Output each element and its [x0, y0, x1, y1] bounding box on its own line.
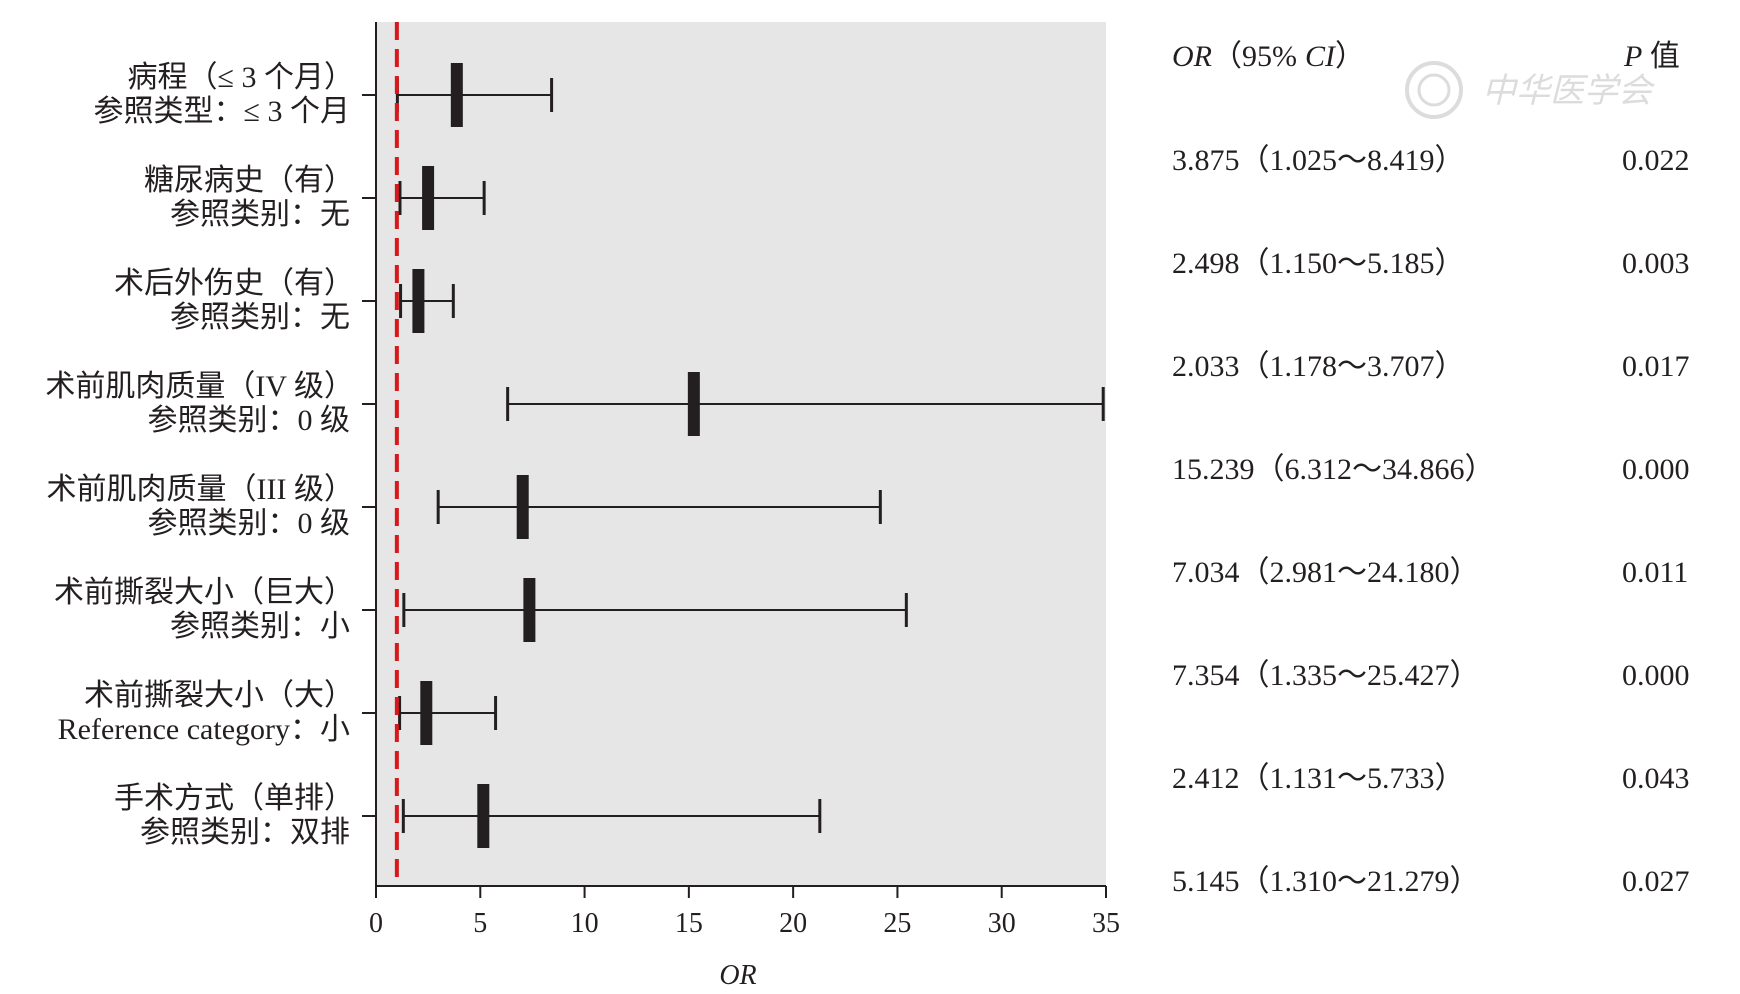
row-sublabel: 参照类别：0 级 [148, 404, 351, 437]
x-tick-label: 25 [883, 908, 911, 939]
x-tick-label: 20 [779, 908, 807, 939]
x-axis-label: OR [719, 960, 756, 991]
or-ci-value: 2.033（1.178～3.707） [1172, 350, 1465, 383]
or-point-estimate [412, 269, 425, 333]
or-ci-header: OR（95% CI） [1172, 40, 1365, 73]
x-tick-label: 0 [369, 908, 383, 939]
row-sublabel: 参照类别：无 [170, 301, 350, 334]
or-ci-value: 7.034（2.981～24.180） [1172, 556, 1480, 589]
row-label: 术前撕裂大小（巨大） [54, 576, 354, 609]
or-ci-value: 2.412（1.131～5.733） [1172, 762, 1465, 795]
p-value: 0.003 [1622, 247, 1690, 280]
or-point-estimate [687, 372, 700, 436]
or-point-estimate [422, 166, 435, 230]
or-ci-value: 15.239（6.312～34.866） [1172, 453, 1495, 486]
or-ci-value: 3.875（1.025～8.419） [1172, 144, 1465, 177]
or-point-estimate [477, 784, 490, 848]
row-sublabel: 参照类别：无 [170, 198, 350, 231]
plot-panel [376, 22, 1106, 886]
p-value: 0.000 [1622, 659, 1690, 692]
or-point-estimate [523, 578, 536, 642]
p-value: 0.000 [1622, 453, 1690, 486]
watermark-text: 中华医学会 [1482, 73, 1656, 110]
or-point-estimate [516, 475, 529, 539]
p-value: 0.022 [1622, 144, 1690, 177]
column-headers: OR（95% CI） P 值 [1172, 40, 1680, 73]
p-value: 0.017 [1622, 350, 1690, 383]
row-label: 病程（≤ 3 个月） [128, 61, 354, 94]
row-label: 术前肌肉质量（IV 级） [45, 370, 354, 403]
row-sublabel: 参照类型：≤ 3 个月 [94, 95, 350, 128]
p-value: 0.027 [1622, 865, 1690, 898]
row-sublabel: 参照类别：小 [170, 610, 350, 643]
p-value: 0.011 [1622, 556, 1688, 589]
x-tick-label: 35 [1092, 908, 1120, 939]
x-tick-label: 15 [675, 908, 703, 939]
x-tick-label: 30 [988, 908, 1016, 939]
p-value-header: P 值 [1623, 40, 1680, 73]
or-point-estimate [420, 681, 433, 745]
or-ci-value: 7.354（1.335～25.427） [1172, 659, 1480, 692]
x-tick-label: 5 [473, 908, 487, 939]
row-label: 术前撕裂大小（大） [84, 679, 354, 712]
watermark-emblem-icon [1405, 61, 1463, 119]
row-label: 手术方式（单排） [114, 782, 354, 815]
x-tick-label: 10 [571, 908, 599, 939]
row-label: 糖尿病史（有） [144, 164, 354, 197]
watermark-logo: 中华医学会 [1405, 61, 1656, 119]
row-sublabel: Reference category：小 [58, 713, 350, 746]
or-ci-value: 2.498（1.150～5.185） [1172, 247, 1465, 280]
or-ci-value: 5.145（1.310～21.279） [1172, 865, 1480, 898]
row-sublabel: 参照类别：0 级 [148, 507, 351, 540]
row-label: 术前肌肉质量（III 级） [47, 473, 354, 506]
or-point-estimate [450, 63, 463, 127]
row-sublabel: 参照类别：双排 [140, 816, 350, 849]
p-value: 0.043 [1622, 762, 1690, 795]
row-label: 术后外伤史（有） [114, 267, 354, 300]
